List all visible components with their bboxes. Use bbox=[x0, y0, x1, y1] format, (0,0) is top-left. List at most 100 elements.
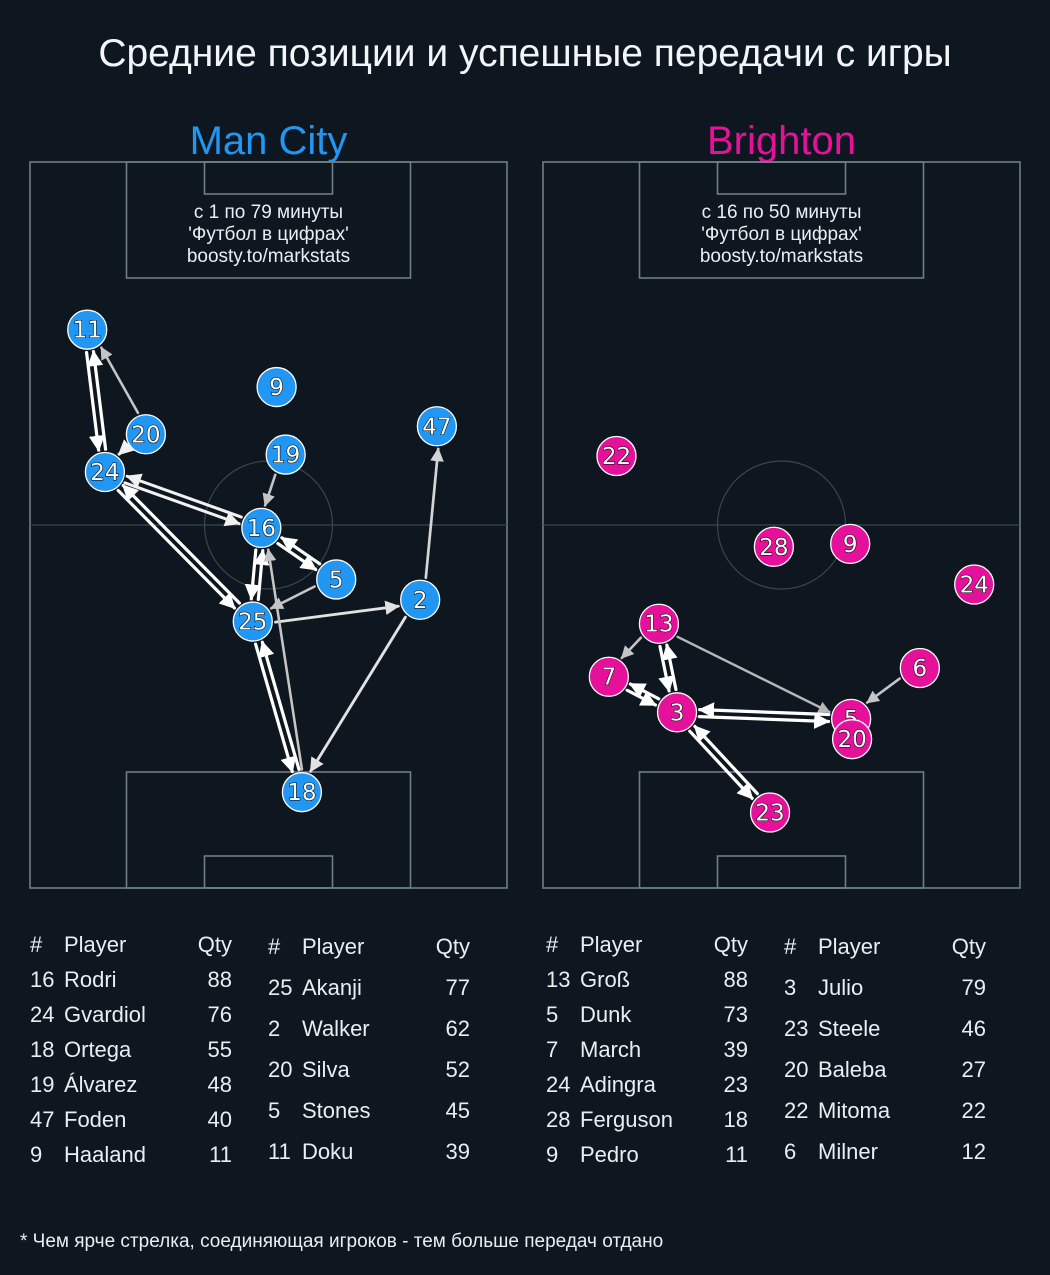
pass-arrows bbox=[620, 635, 901, 800]
player-number-5: 5 bbox=[329, 567, 344, 593]
player-qty: 39 bbox=[445, 1138, 470, 1164]
pass-arrow-5-to-3 bbox=[698, 702, 831, 719]
roster-header-row: # Player Qty bbox=[784, 927, 986, 968]
player-qty: 52 bbox=[445, 1056, 470, 1082]
player-num: 5 bbox=[546, 1001, 559, 1027]
player-marker-28 bbox=[753, 526, 795, 567]
pass-arrow-16-to-24 bbox=[125, 473, 243, 519]
header-player: Player bbox=[580, 931, 643, 957]
table-row: 18 Ortega 55 bbox=[30, 1032, 232, 1067]
player-num: 16 bbox=[30, 966, 55, 992]
player-name: Stones bbox=[302, 1097, 371, 1123]
player-name: Álvarez bbox=[64, 1071, 138, 1097]
pass-arrow-13-to-7 bbox=[620, 636, 643, 660]
player-name: Foden bbox=[64, 1106, 127, 1132]
player-name: Silva bbox=[302, 1056, 350, 1082]
player-qty: 11 bbox=[725, 1141, 748, 1167]
player-marker-7 bbox=[588, 656, 629, 697]
pass-arrows bbox=[84, 346, 444, 774]
pass-arrow-3-to-13 bbox=[661, 643, 678, 692]
pass-arrow-20-to-24 bbox=[117, 439, 135, 456]
pass-arrow-18-to-25 bbox=[258, 640, 301, 772]
info-credit: 'Футбол в цифрах' bbox=[188, 224, 348, 245]
header-qty: Qty bbox=[435, 934, 470, 960]
player-name: Adingra bbox=[580, 1071, 656, 1097]
player-num: 11 bbox=[268, 1138, 291, 1164]
player-number-28: 28 bbox=[759, 535, 788, 561]
bottom-goal-area bbox=[716, 855, 847, 889]
pass-arrow-2-to-18 bbox=[309, 615, 407, 773]
pass-arrow-3-to-23 bbox=[688, 729, 754, 800]
pass-arrow-2-to-47 bbox=[424, 447, 444, 580]
player-number-13: 13 bbox=[644, 612, 673, 638]
player-name: March bbox=[580, 1036, 642, 1062]
table-row: 47 Foden 40 bbox=[30, 1102, 232, 1137]
table-row: 5 Stones 45 bbox=[268, 1090, 470, 1131]
pass-arrow-5-to-16 bbox=[280, 536, 322, 566]
player-qty: 40 bbox=[207, 1106, 232, 1132]
player-name: Ortega bbox=[64, 1036, 132, 1062]
table-row: 6 Milner 12 bbox=[784, 1131, 986, 1172]
player-number-9: 9 bbox=[269, 375, 284, 401]
top-goal-area bbox=[203, 161, 334, 195]
roster-table: # Player Qty 25 Akanji 77 2 Walker 62 20 Silva 52 5 S… bbox=[268, 927, 470, 1172]
player-qty: 88 bbox=[207, 966, 232, 992]
player-qty: 39 bbox=[723, 1036, 748, 1062]
player-name: Doku bbox=[302, 1138, 354, 1164]
table-row: 2 Walker 62 bbox=[268, 1009, 470, 1050]
table-row: 28 Ferguson 18 bbox=[546, 1102, 748, 1137]
player-marker-22 bbox=[596, 435, 637, 477]
player-name: Groß bbox=[580, 966, 631, 992]
player-number-24: 24 bbox=[960, 573, 989, 599]
page-title: Средние позиции и успешные передачи с иг… bbox=[98, 32, 952, 75]
info-interval: с 16 по 50 минуты bbox=[702, 202, 862, 223]
pass-arrow-20-to-11 bbox=[100, 346, 140, 415]
header-num: # bbox=[268, 934, 281, 960]
player-qty: 18 bbox=[723, 1106, 748, 1132]
player-number-22: 22 bbox=[602, 444, 631, 470]
table-row: 9 Pedro 11 bbox=[546, 1137, 748, 1172]
player-num: 3 bbox=[784, 975, 797, 1001]
player-qty: 12 bbox=[961, 1138, 986, 1164]
table-row: 22 Mitoma 22 bbox=[784, 1090, 986, 1131]
player-marker-24 bbox=[84, 451, 126, 493]
player-marker-20 bbox=[831, 719, 873, 760]
pitch-brighton: Brighton с 16 по 50 минуты'Футбол в цифра… bbox=[542, 119, 1021, 889]
player-number-3: 3 bbox=[670, 700, 685, 726]
player-number-25: 25 bbox=[238, 610, 267, 636]
table-row: 13 Groß 88 bbox=[546, 962, 748, 997]
player-name: Rodri bbox=[64, 966, 117, 992]
player-num: 23 bbox=[784, 1016, 809, 1042]
pass-arrow-11-to-24 bbox=[84, 350, 105, 452]
pass-arrow-25-to-16 bbox=[253, 549, 270, 602]
player-number-9: 9 bbox=[843, 532, 858, 558]
roster-header-row: # Player Qty bbox=[268, 927, 470, 968]
player-num: 47 bbox=[30, 1106, 55, 1132]
table-row: 19 Álvarez 48 bbox=[30, 1067, 232, 1102]
pass-arrow-24-to-11 bbox=[87, 350, 108, 451]
player-name: Steele bbox=[818, 1016, 881, 1042]
player-qty: 23 bbox=[723, 1071, 748, 1097]
table-row: 20 Baleba 27 bbox=[784, 1049, 986, 1090]
header-player: Player bbox=[818, 934, 881, 960]
player-qty: 55 bbox=[207, 1036, 232, 1062]
player-number-23: 23 bbox=[755, 800, 784, 826]
pass-arrow-24-to-25 bbox=[116, 488, 237, 610]
player-num: 28 bbox=[546, 1106, 571, 1132]
player-marker-3 bbox=[656, 692, 698, 733]
pass-arrow-13-to-5 bbox=[676, 635, 831, 714]
player-name: Dunk bbox=[580, 1001, 632, 1027]
player-marker-24 bbox=[954, 564, 995, 605]
player-name: Baleba bbox=[818, 1056, 887, 1082]
player-num: 9 bbox=[546, 1141, 559, 1167]
pass-arrow-24-to-16 bbox=[123, 481, 241, 527]
player-qty: 46 bbox=[961, 1016, 986, 1042]
player-num: 20 bbox=[268, 1056, 293, 1082]
player-name: Ferguson bbox=[580, 1106, 673, 1132]
table-row: 25 Akanji 77 bbox=[268, 968, 470, 1009]
player-num: 18 bbox=[30, 1036, 55, 1062]
player-num: 20 bbox=[784, 1056, 809, 1082]
player-marker-11 bbox=[67, 309, 108, 350]
player-marker-9 bbox=[256, 366, 297, 408]
player-qty: 76 bbox=[207, 1001, 232, 1027]
